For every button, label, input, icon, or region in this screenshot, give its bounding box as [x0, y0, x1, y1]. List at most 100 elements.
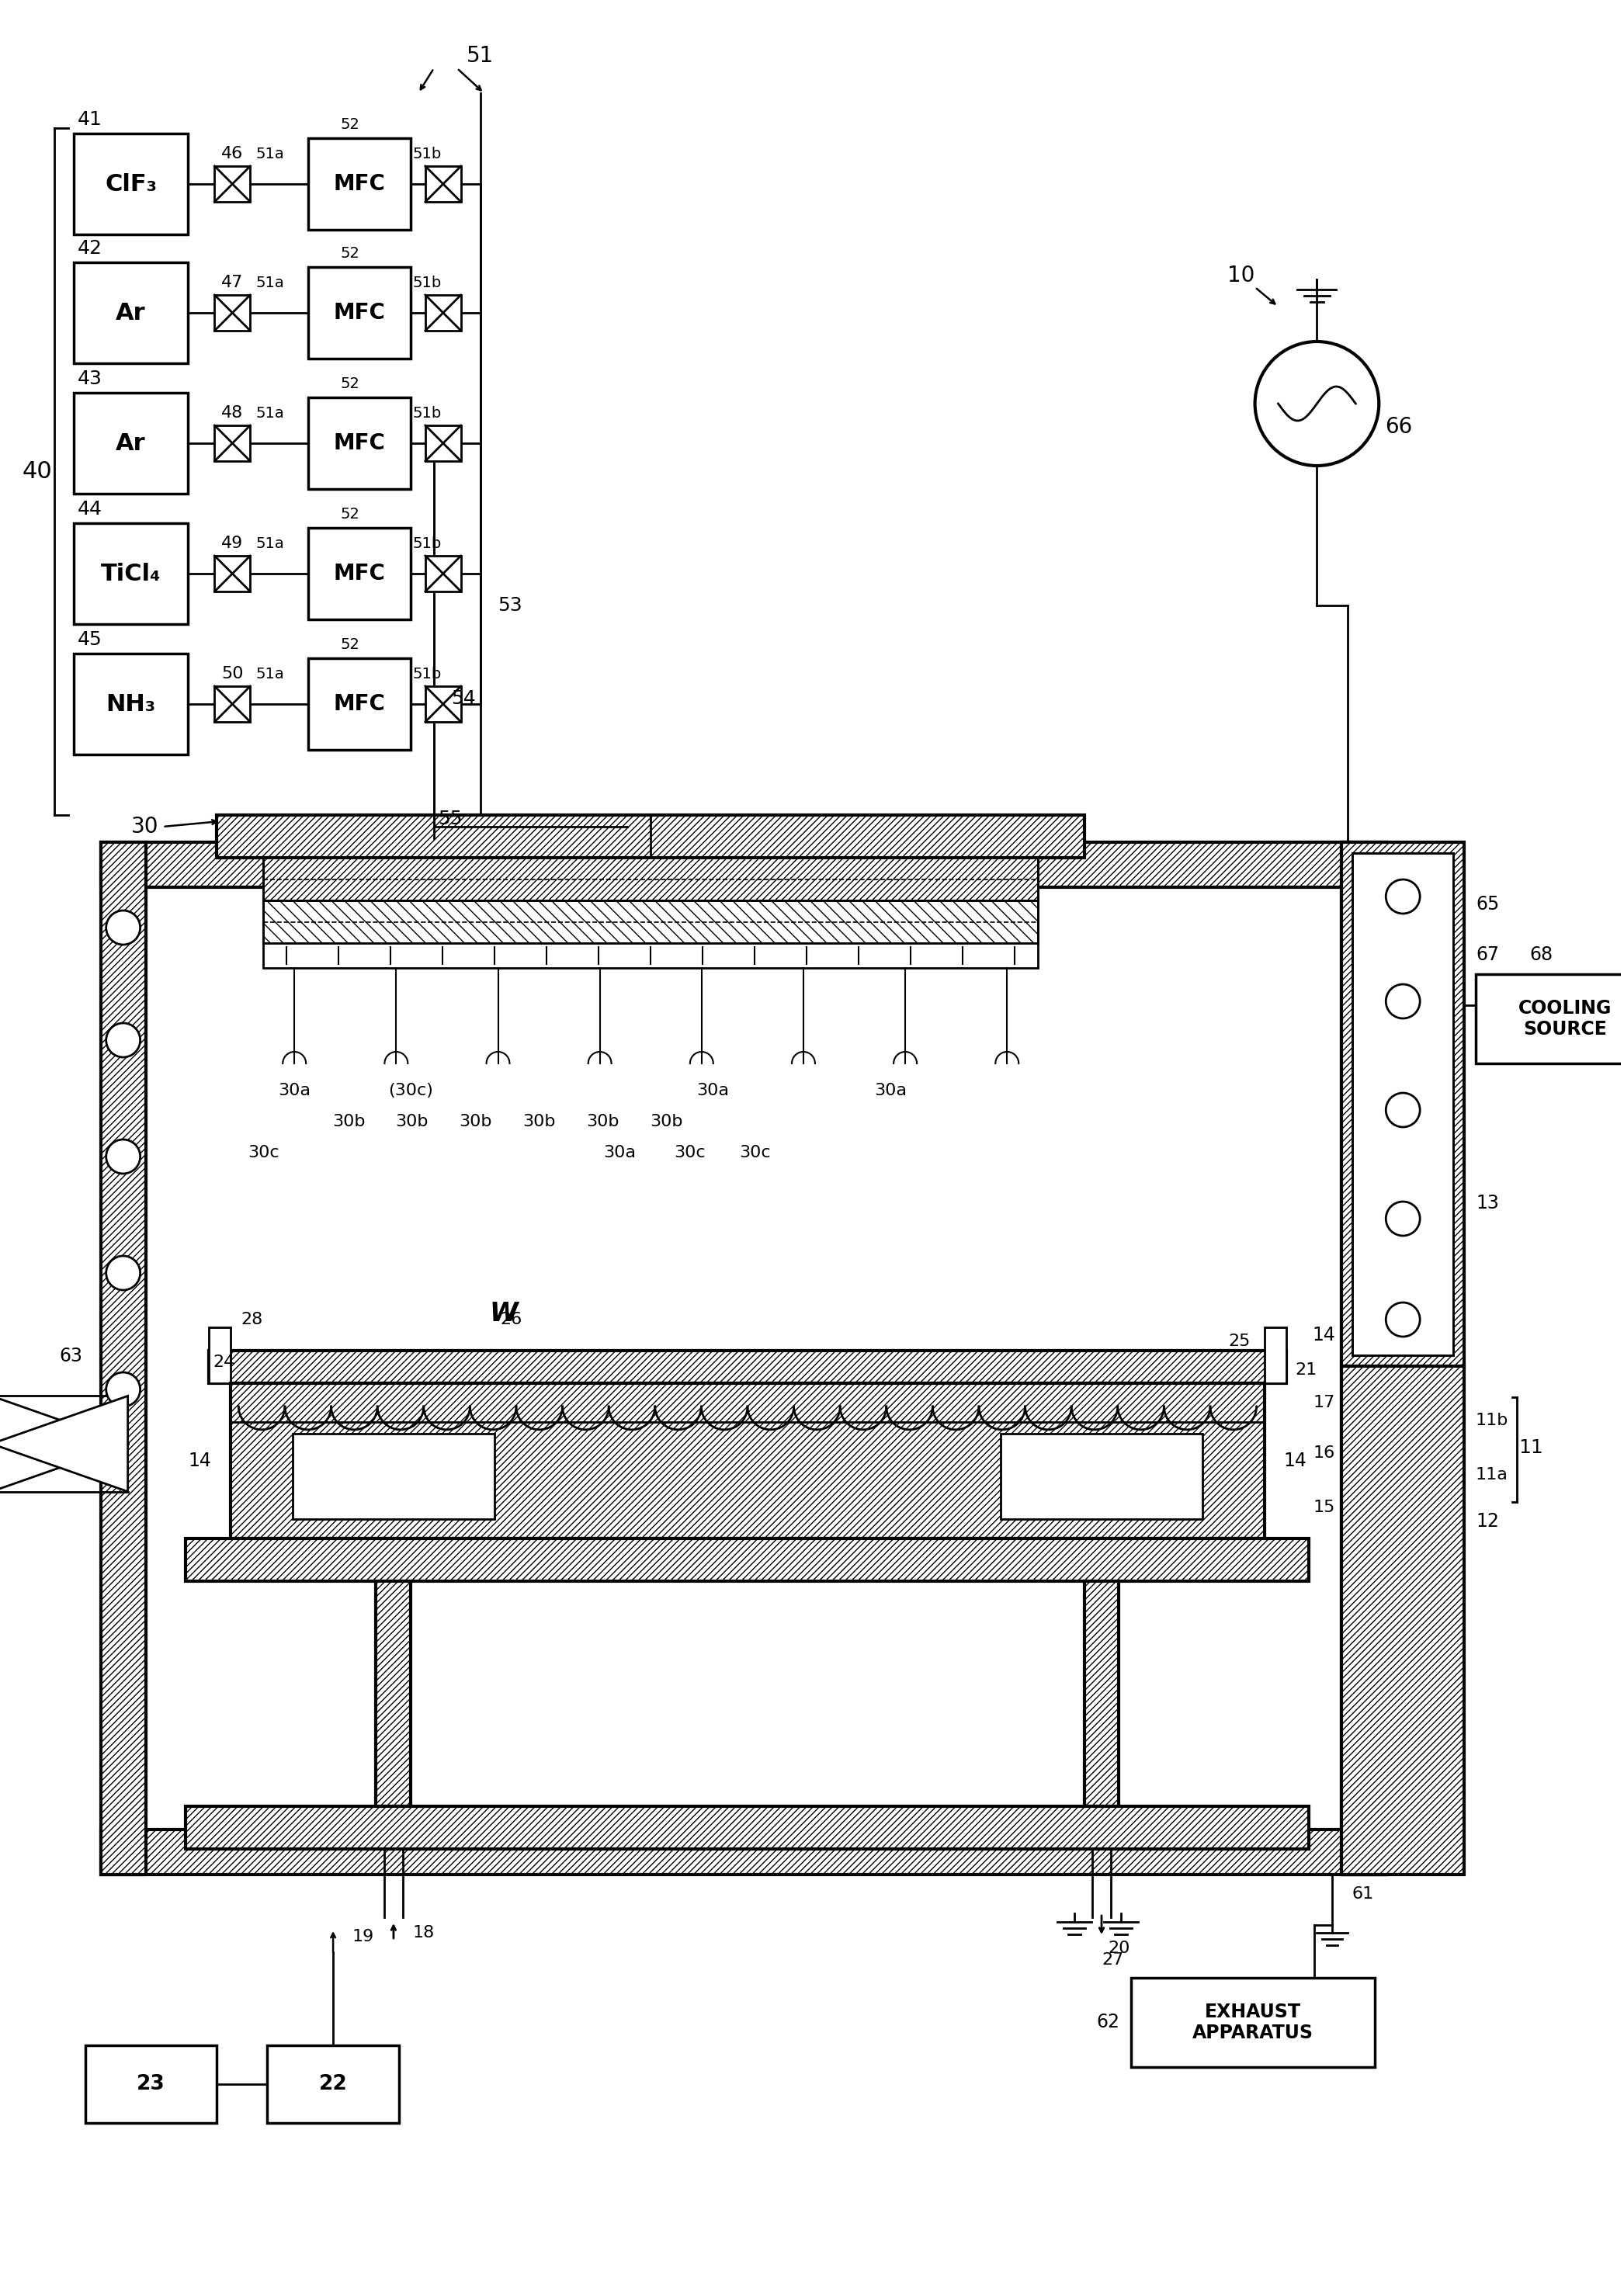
Bar	[263, 859, 1038, 900]
Bar	[101, 1829, 1387, 1874]
Bar	[425, 425, 461, 461]
Text: 51a: 51a	[257, 407, 284, 420]
Bar	[101, 843, 146, 1874]
Text: 42: 42	[78, 239, 102, 257]
Text: 14: 14	[1312, 1327, 1335, 1345]
Text: 63: 63	[60, 1347, 83, 1365]
Circle shape	[106, 1022, 140, 1056]
Text: 19: 19	[352, 1929, 374, 1945]
Bar	[1341, 1365, 1465, 1874]
Bar	[84, 2045, 218, 2122]
Text: 41: 41	[78, 111, 102, 130]
Bar	[214, 425, 250, 461]
Bar	[1130, 1979, 1376, 2068]
Bar	[309, 398, 411, 488]
Text: 17: 17	[1314, 1395, 1335, 1411]
Text: 62: 62	[1096, 2013, 1119, 2031]
Bar	[73, 523, 188, 625]
Bar	[231, 1384, 1263, 1538]
Circle shape	[1385, 1202, 1419, 1236]
Bar	[377, 1581, 411, 1806]
Text: 48: 48	[221, 404, 244, 420]
Bar	[185, 1806, 1309, 1849]
Bar	[185, 1538, 1309, 1581]
Text: MFC: MFC	[333, 693, 385, 716]
Text: 51b: 51b	[412, 536, 442, 550]
Bar	[73, 261, 188, 364]
Circle shape	[106, 1256, 140, 1290]
Text: Ar: Ar	[115, 302, 146, 325]
Text: 23: 23	[136, 2074, 166, 2095]
Bar	[214, 295, 250, 332]
Text: 12: 12	[1476, 1513, 1499, 1531]
Bar	[73, 134, 188, 234]
Text: 49: 49	[221, 536, 244, 552]
Text: 25: 25	[1228, 1334, 1250, 1350]
Text: 21: 21	[1296, 1363, 1317, 1377]
Circle shape	[1385, 879, 1419, 913]
Text: W: W	[489, 1300, 518, 1327]
Text: 66: 66	[1385, 416, 1413, 438]
Text: 24: 24	[213, 1354, 235, 1370]
Bar	[309, 139, 411, 229]
Bar	[1341, 843, 1387, 1874]
Bar	[309, 527, 411, 620]
Bar	[425, 295, 461, 332]
Circle shape	[106, 911, 140, 945]
Text: 52: 52	[341, 636, 361, 652]
Text: MFC: MFC	[333, 432, 385, 454]
Text: TiCl₄: TiCl₄	[101, 563, 161, 584]
Bar	[1476, 975, 1624, 1063]
Bar	[185, 1806, 1309, 1849]
Text: 68: 68	[1530, 945, 1553, 963]
Text: 11b: 11b	[1476, 1413, 1509, 1429]
Bar	[425, 686, 461, 722]
Bar	[263, 859, 1038, 900]
Text: 47: 47	[221, 275, 244, 291]
Bar	[1341, 843, 1387, 1874]
Text: COOLING
SOURCE: COOLING SOURCE	[1518, 1000, 1611, 1038]
Text: 11a: 11a	[1476, 1468, 1509, 1484]
Text: 51b: 51b	[412, 407, 442, 420]
Text: (30c): (30c)	[388, 1084, 434, 1097]
Text: 65: 65	[1476, 895, 1499, 913]
Bar	[214, 686, 250, 722]
Bar	[218, 816, 1085, 859]
Text: 15: 15	[1314, 1500, 1335, 1515]
Bar	[263, 943, 1038, 968]
Text: 10: 10	[1228, 266, 1255, 286]
Text: 30a: 30a	[697, 1084, 729, 1097]
Text: MFC: MFC	[333, 173, 385, 195]
Text: 28: 28	[240, 1311, 263, 1327]
Circle shape	[1385, 1093, 1419, 1127]
Bar	[73, 393, 188, 493]
Bar	[209, 1350, 1286, 1384]
Bar	[1341, 1365, 1465, 1874]
Bar	[101, 1829, 1387, 1874]
Text: 46: 46	[221, 145, 244, 161]
Circle shape	[106, 1372, 140, 1406]
Text: 40: 40	[23, 461, 52, 484]
Polygon shape	[0, 1395, 128, 1493]
Text: MFC: MFC	[333, 302, 385, 323]
Text: 54: 54	[451, 688, 476, 709]
Text: 52: 52	[341, 245, 361, 261]
Polygon shape	[0, 1395, 128, 1493]
Text: 30a: 30a	[875, 1084, 908, 1097]
Bar	[101, 843, 146, 1874]
Bar	[101, 843, 1387, 888]
Bar	[1341, 843, 1465, 1365]
Bar	[1353, 852, 1453, 1356]
Bar	[425, 166, 461, 202]
Text: 30b: 30b	[331, 1113, 365, 1129]
Text: 67: 67	[1476, 945, 1499, 963]
Text: 53: 53	[497, 595, 521, 616]
Text: MFC: MFC	[333, 563, 385, 584]
Text: 13: 13	[1476, 1193, 1499, 1213]
Text: 30c: 30c	[247, 1145, 279, 1161]
Text: NH₃: NH₃	[106, 693, 156, 716]
Text: ClF₃: ClF₃	[106, 173, 158, 195]
Bar	[101, 843, 1387, 888]
Circle shape	[1255, 341, 1379, 466]
Bar	[218, 816, 1085, 859]
